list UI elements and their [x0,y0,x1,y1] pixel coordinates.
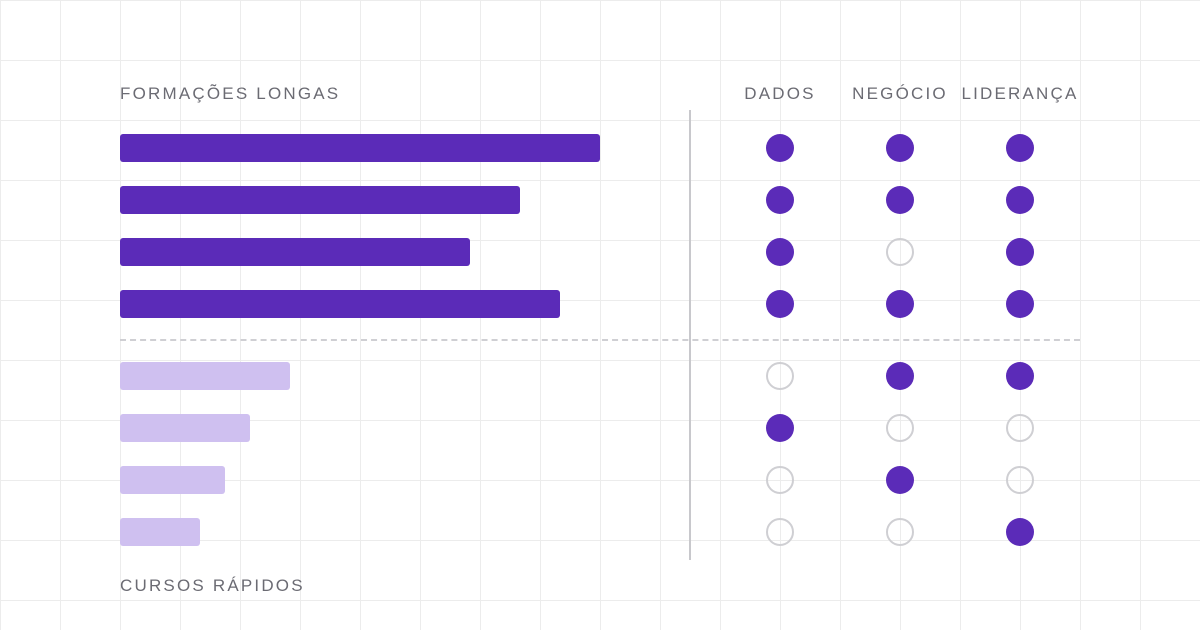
filled-dot-dados [766,134,794,162]
empty-dot-dados [766,362,794,390]
filled-dot-dados [766,414,794,442]
filled-dot-negocio [886,290,914,318]
empty-dot-negocio [886,414,914,442]
long-programs-title: FORMAÇÕES LONGAS [120,84,341,103]
long-program-bar-3 [120,238,470,266]
empty-dot-dados [766,466,794,494]
column-divider [689,110,691,560]
column-header-dados: DADOS [744,84,816,103]
empty-dot-negocio [886,238,914,266]
empty-dot-dados [766,518,794,546]
filled-dot-dados [766,186,794,214]
filled-dot-lideranca [1006,186,1034,214]
filled-dot-lideranca [1006,134,1034,162]
short-course-bar-2 [120,414,250,442]
group-separator [120,339,1080,341]
long-program-bar-2 [120,186,520,214]
filled-dot-lideranca [1006,518,1034,546]
short-course-bar-4 [120,518,200,546]
column-header-lideranca: LIDERANÇA [961,84,1079,103]
empty-dot-lideranca [1006,414,1034,442]
empty-dot-negocio [886,518,914,546]
short-course-bar-3 [120,466,225,494]
filled-dot-dados [766,238,794,266]
short-courses-title: CURSOS RÁPIDOS [120,576,305,595]
filled-dot-negocio [886,466,914,494]
column-header-negocio: NEGÓCIO [852,84,948,103]
filled-dot-lideranca [1006,238,1034,266]
filled-dot-dados [766,290,794,318]
long-program-bar-4 [120,290,560,318]
filled-dot-negocio [886,134,914,162]
filled-dot-lideranca [1006,290,1034,318]
filled-dot-lideranca [1006,362,1034,390]
filled-dot-negocio [886,362,914,390]
filled-dot-negocio [886,186,914,214]
long-program-bar-1 [120,134,600,162]
empty-dot-lideranca [1006,466,1034,494]
short-course-bar-1 [120,362,290,390]
